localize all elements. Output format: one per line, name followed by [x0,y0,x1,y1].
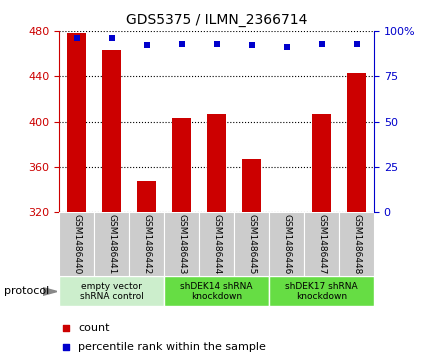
Text: GSM1486446: GSM1486446 [282,214,291,274]
Bar [339,212,374,276]
Bar [269,277,374,306]
Bar [67,33,87,212]
Text: GSM1486441: GSM1486441 [107,214,116,274]
Point [318,41,325,46]
Bar [304,212,339,276]
Point [62,344,69,350]
Text: GSM1486442: GSM1486442 [142,214,151,274]
Bar [242,159,261,212]
Bar [59,277,164,306]
Title: GDS5375 / ILMN_2366714: GDS5375 / ILMN_2366714 [126,13,308,27]
Point [283,44,290,50]
Bar [207,114,226,212]
Text: GSM1486448: GSM1486448 [352,214,361,274]
Point [213,41,220,46]
Point [62,325,69,331]
Text: shDEK14 shRNA
knockdown: shDEK14 shRNA knockdown [180,282,253,301]
Bar [199,212,234,276]
Point [178,41,185,46]
Bar [102,50,121,212]
Point [143,42,150,48]
Bar [312,114,331,212]
Bar [347,73,366,212]
Text: empty vector
shRNA control: empty vector shRNA control [80,282,144,301]
Bar [94,212,129,276]
Text: percentile rank within the sample: percentile rank within the sample [78,342,266,352]
Text: GSM1486440: GSM1486440 [72,214,81,274]
Bar [269,212,304,276]
Point [108,35,115,41]
Bar [172,118,191,212]
Polygon shape [43,287,57,295]
Text: GSM1486444: GSM1486444 [212,214,221,274]
Bar [164,212,199,276]
Point [73,35,81,41]
Text: count: count [78,323,110,333]
Bar [137,180,156,212]
Text: shDEK17 shRNA
knockdown: shDEK17 shRNA knockdown [285,282,358,301]
Bar [234,212,269,276]
Text: GSM1486447: GSM1486447 [317,214,326,274]
Point [248,42,255,48]
Bar [129,212,164,276]
Text: GSM1486443: GSM1486443 [177,214,186,274]
Bar [59,212,94,276]
Text: protocol: protocol [4,286,50,297]
Bar [164,277,269,306]
Point [353,41,360,46]
Text: GSM1486445: GSM1486445 [247,214,256,274]
